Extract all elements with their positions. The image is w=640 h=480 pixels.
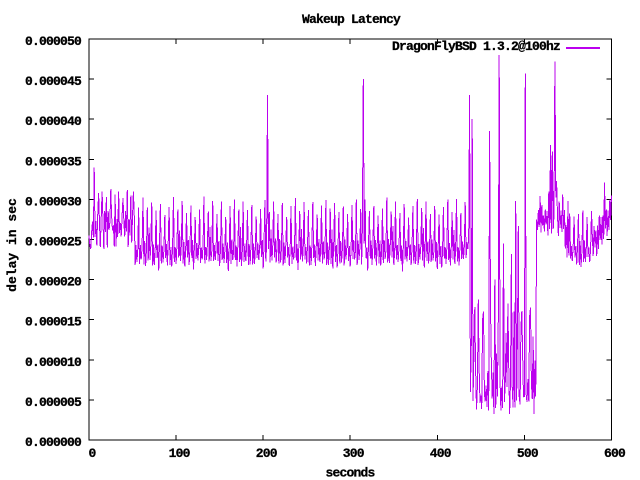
- svg-text:0.000045: 0.000045: [25, 74, 82, 89]
- svg-text:0: 0: [88, 446, 96, 461]
- svg-text:0.000035: 0.000035: [25, 154, 82, 169]
- svg-text:DragonFlyBSD 1.3.2@100hz: DragonFlyBSD 1.3.2@100hz: [392, 39, 560, 54]
- svg-text:seconds: seconds: [325, 466, 375, 480]
- svg-text:delay in sec: delay in sec: [5, 198, 20, 292]
- svg-text:0.000050: 0.000050: [25, 34, 82, 49]
- svg-text:0.000030: 0.000030: [25, 194, 82, 209]
- svg-text:0.000020: 0.000020: [25, 275, 82, 290]
- svg-text:0.000015: 0.000015: [25, 315, 82, 330]
- svg-text:200: 200: [256, 446, 278, 461]
- svg-text:0.000025: 0.000025: [25, 235, 82, 250]
- svg-text:400: 400: [430, 446, 452, 461]
- svg-text:600: 600: [604, 446, 626, 461]
- svg-text:0.000000: 0.000000: [25, 435, 82, 450]
- svg-text:Wakeup Latency: Wakeup Latency: [302, 12, 401, 27]
- svg-text:0.000010: 0.000010: [25, 355, 82, 370]
- svg-text:300: 300: [343, 446, 365, 461]
- svg-text:100: 100: [169, 446, 191, 461]
- svg-text:0.000005: 0.000005: [25, 395, 82, 410]
- svg-text:500: 500: [517, 446, 539, 461]
- svg-text:0.000040: 0.000040: [25, 114, 82, 129]
